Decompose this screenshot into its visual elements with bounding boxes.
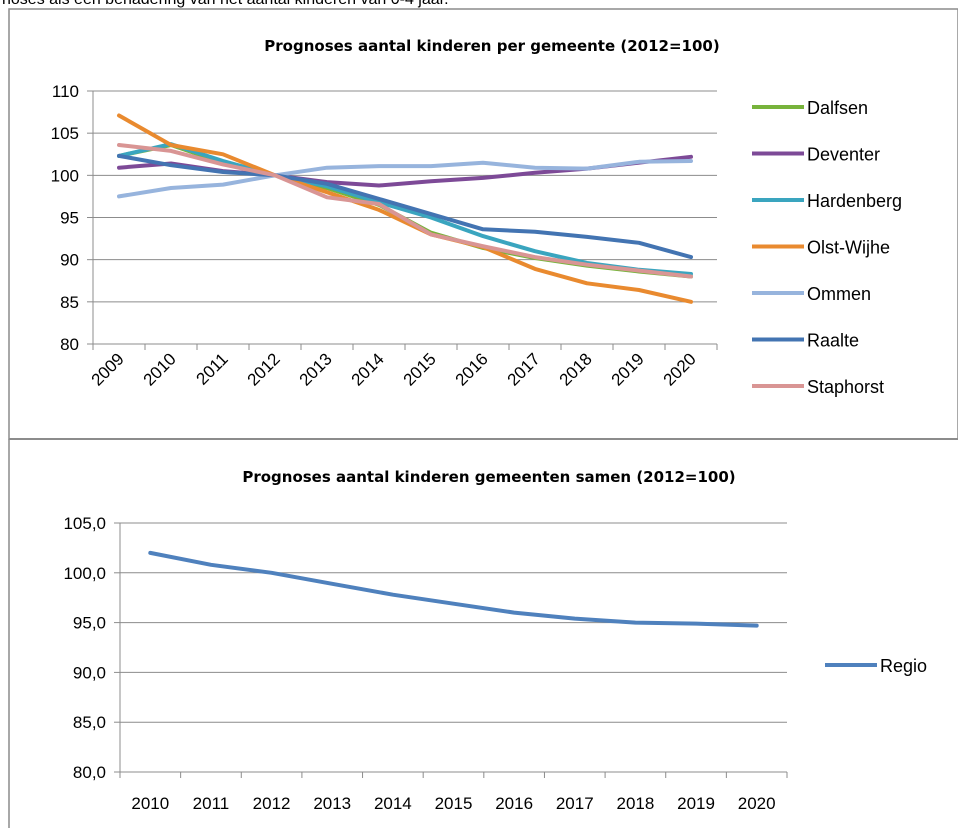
x-tick-label: 2011 xyxy=(193,349,232,388)
legend-label: Regio xyxy=(880,656,927,676)
legend-label: Staphorst xyxy=(807,377,884,397)
y-tick-label: 80 xyxy=(60,335,79,354)
x-tick-label: 2019 xyxy=(677,794,715,813)
chart1-series-lines xyxy=(117,113,693,304)
legend-label: Hardenberg xyxy=(807,191,902,211)
legend-label: Ommen xyxy=(807,284,871,304)
y-tick-label: 100,0 xyxy=(63,564,106,583)
x-tick-label: 2020 xyxy=(660,349,700,389)
x-tick-label: 2011 xyxy=(193,794,230,813)
x-tick-label: 2010 xyxy=(140,349,180,389)
lead-text: noses als een benadering van het aantal … xyxy=(2,0,449,9)
x-tick-label: 2016 xyxy=(495,794,533,813)
legend-label: Raalte xyxy=(807,331,859,351)
y-tick-label: 90 xyxy=(60,251,79,270)
x-tick-label: 2016 xyxy=(452,349,492,389)
x-tick-label: 2020 xyxy=(738,794,776,813)
series-line-regio xyxy=(148,550,759,628)
y-tick-label: 85 xyxy=(60,293,79,312)
chart1-y-tick-labels: 80 85 90 95 100 105 110 xyxy=(51,82,79,354)
y-tick-label: 90,0 xyxy=(73,663,106,682)
x-tick-label: 2014 xyxy=(348,349,388,389)
x-tick-label: 2015 xyxy=(400,349,440,389)
chart2-axes xyxy=(114,522,788,778)
x-tick-label: 2010 xyxy=(131,794,169,813)
y-tick-label: 105 xyxy=(51,124,79,143)
x-tick-label: 2012 xyxy=(253,794,291,813)
legend-label: Dalfsen xyxy=(807,98,868,118)
chart1-legend: Dalfsen Deventer Hardenberg Olst-Wijhe Ommen… xyxy=(752,98,902,397)
x-tick-label: 2009 xyxy=(88,349,128,389)
y-tick-label: 110 xyxy=(52,82,79,101)
x-tick-label: 2013 xyxy=(313,794,351,813)
x-tick-label: 2019 xyxy=(608,349,648,389)
x-tick-label: 2017 xyxy=(556,794,594,813)
chart-per-gemeente: Prognoses aantal kinderen per gemeente (… xyxy=(51,37,902,397)
x-tick-label: 2012 xyxy=(244,349,284,389)
y-tick-label: 95,0 xyxy=(73,614,106,633)
chart2-title: Prognoses aantal kinderen gemeenten same… xyxy=(242,468,735,486)
chart-gemeenten-samen: Prognoses aantal kinderen gemeenten same… xyxy=(63,468,927,813)
x-tick-label: 2015 xyxy=(435,794,473,813)
series-line-ommen xyxy=(117,159,693,199)
y-tick-label: 80,0 xyxy=(73,763,106,782)
x-tick-label: 2013 xyxy=(296,349,336,389)
chart1-x-tick-labels: 2009 2010 2011 2012 2013 2014 2015 2016 2017 2018… xyxy=(88,349,700,389)
y-tick-label: 105,0 xyxy=(63,514,106,533)
series-line-staphorst xyxy=(117,143,693,279)
series-line-olst-wijhe xyxy=(117,113,693,304)
chart2-y-tick-labels: 80,0 85,0 90,0 95,0 100,0 105,0 xyxy=(63,514,106,782)
legend-label: Olst-Wijhe xyxy=(807,238,890,258)
y-tick-label: 95 xyxy=(60,209,79,228)
chart1-title: Prognoses aantal kinderen per gemeente (… xyxy=(264,37,719,55)
chart1-gridlines xyxy=(93,90,717,303)
chart2-series-lines xyxy=(148,550,759,628)
series-line-hardenberg xyxy=(117,142,693,276)
y-tick-label: 100 xyxy=(51,166,79,185)
x-tick-label: 2014 xyxy=(374,794,412,813)
x-tick-label: 2018 xyxy=(556,349,596,389)
series-line-raalte xyxy=(117,153,693,260)
legend-label: Deventer xyxy=(807,145,880,165)
chart2-legend: Regio xyxy=(825,656,927,676)
y-tick-label: 85,0 xyxy=(73,713,106,732)
chart1-axes xyxy=(87,90,718,350)
x-tick-label: 2018 xyxy=(616,794,654,813)
x-tick-label: 2017 xyxy=(504,349,544,389)
chart2-x-tick-labels: 2010 2011 2012 2013 2014 2015 2016 2017 2018 2019… xyxy=(131,794,775,813)
